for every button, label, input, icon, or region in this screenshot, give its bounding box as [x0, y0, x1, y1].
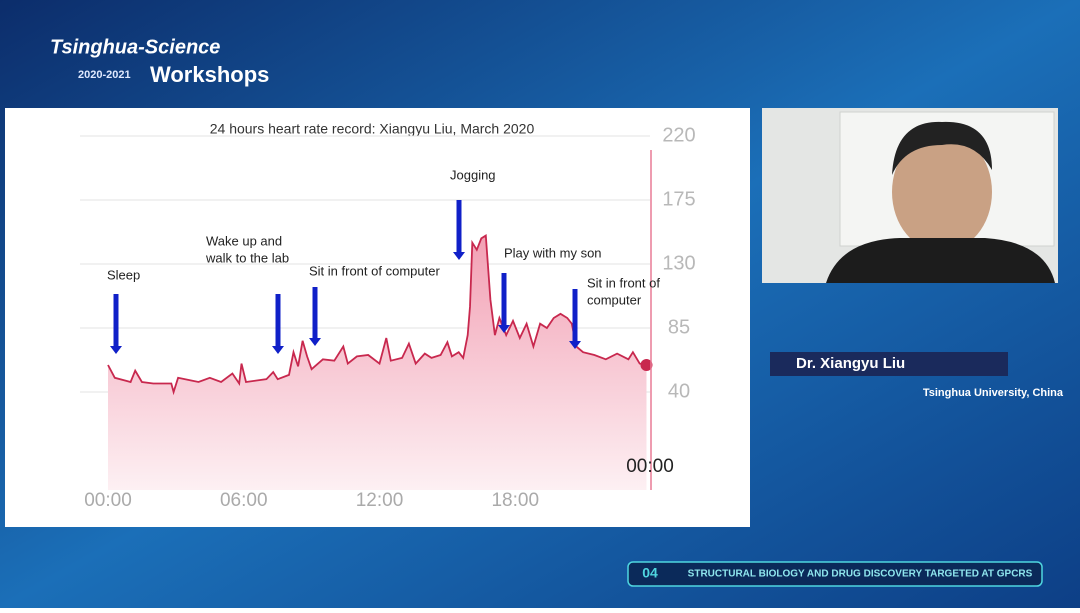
- logo-years: 2020-2021: [78, 69, 131, 81]
- annotation: Jogging: [450, 167, 496, 182]
- arrow-head: [110, 346, 122, 354]
- face: [892, 132, 992, 252]
- speaker-name: Dr. Xiangyu Liu: [796, 355, 905, 372]
- arrow-head: [309, 338, 321, 346]
- banner-number: 04: [642, 565, 658, 581]
- annotation: Sleep: [107, 267, 140, 282]
- logo-line1: Tsinghua-Science: [50, 36, 220, 58]
- arrow-head: [272, 346, 284, 354]
- annotation: Play with my son: [504, 245, 602, 260]
- y-tick-label: 220: [662, 124, 695, 146]
- arrow-head: [453, 252, 465, 260]
- y-tick-label: 130: [662, 252, 695, 274]
- webcam: [762, 108, 1058, 283]
- end-marker: [640, 358, 653, 371]
- heart-rate-line: [107, 234, 647, 396]
- x-tick-label: 12:00: [356, 490, 404, 511]
- annotation: Wake up and: [206, 233, 282, 248]
- chart: 24 hours heart rate record: Xiangyu Liu,…: [80, 121, 696, 511]
- cursor-label: 00:00: [626, 456, 674, 477]
- arrow-head: [569, 341, 581, 349]
- speaker-affiliation: Tsinghua University, China: [923, 387, 1064, 399]
- x-tick-label: 00:00: [84, 490, 132, 511]
- banner-text: STRUCTURAL BIOLOGY AND DRUG DISCOVERY TA…: [688, 569, 1033, 580]
- banner: [627, 561, 1043, 587]
- annotation: computer: [587, 292, 642, 307]
- x-tick-label: 06:00: [220, 490, 268, 511]
- annotation: Sit in front of computer: [309, 263, 440, 278]
- chart-title: 24 hours heart rate record: Xiangyu Liu,…: [210, 121, 535, 137]
- annotation: walk to the lab: [205, 250, 289, 265]
- logo-line2: Workshops: [150, 62, 269, 87]
- annotation: Sit in front of: [587, 275, 660, 290]
- y-tick-label: 85: [668, 316, 690, 338]
- shirt: [826, 238, 1055, 283]
- x-tick-label: 18:00: [491, 490, 539, 511]
- y-tick-label: 175: [662, 188, 695, 210]
- name-bar: [770, 352, 1008, 376]
- hair: [892, 121, 992, 175]
- y-tick-label: 40: [668, 380, 690, 402]
- arrow-head: [498, 325, 510, 333]
